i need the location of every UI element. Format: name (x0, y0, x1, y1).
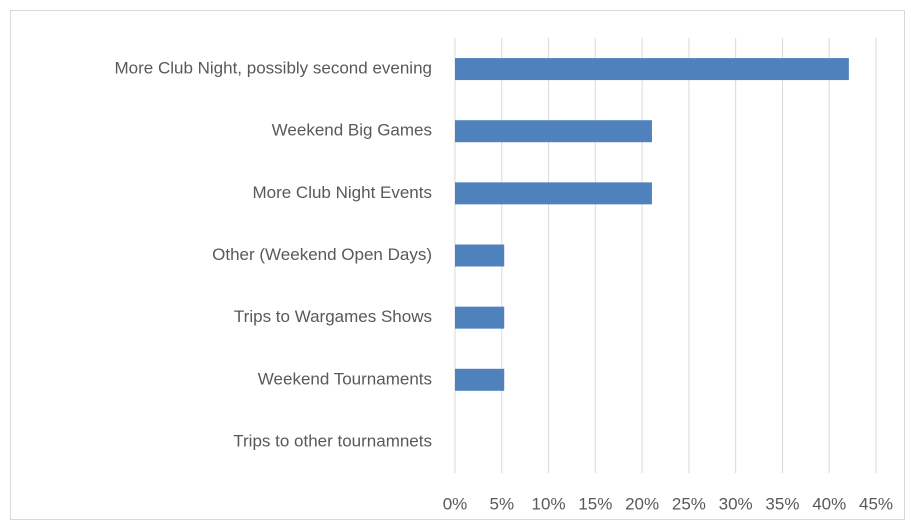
y-tick-label: More Club Night Events (252, 183, 432, 202)
x-tick-label: 5% (489, 494, 514, 513)
y-tick-label: Other (Weekend Open Days) (212, 245, 432, 264)
bar (455, 368, 505, 391)
bar (455, 244, 505, 267)
y-tick-label: Trips to Wargames Shows (234, 307, 432, 326)
bar (455, 120, 652, 143)
bar (455, 58, 849, 81)
x-tick-label: 0% (443, 494, 468, 513)
x-tick-label: 45% (859, 494, 893, 513)
x-tick-label: 40% (812, 494, 846, 513)
bar (455, 306, 505, 329)
y-tick-label: Trips to other tournamnets (233, 431, 432, 450)
y-tick-label: Weekend Big Games (272, 121, 432, 140)
x-tick-label: 25% (672, 494, 706, 513)
y-tick-label: Weekend Tournaments (258, 369, 432, 388)
y-tick-label: More Club Night, possibly second evening (114, 59, 432, 78)
x-tick-label: 20% (625, 494, 659, 513)
x-tick-label: 35% (765, 494, 799, 513)
x-tick-label: 10% (532, 494, 566, 513)
bar (455, 182, 652, 205)
x-tick-label: 15% (578, 494, 612, 513)
x-tick-label: 30% (719, 494, 753, 513)
